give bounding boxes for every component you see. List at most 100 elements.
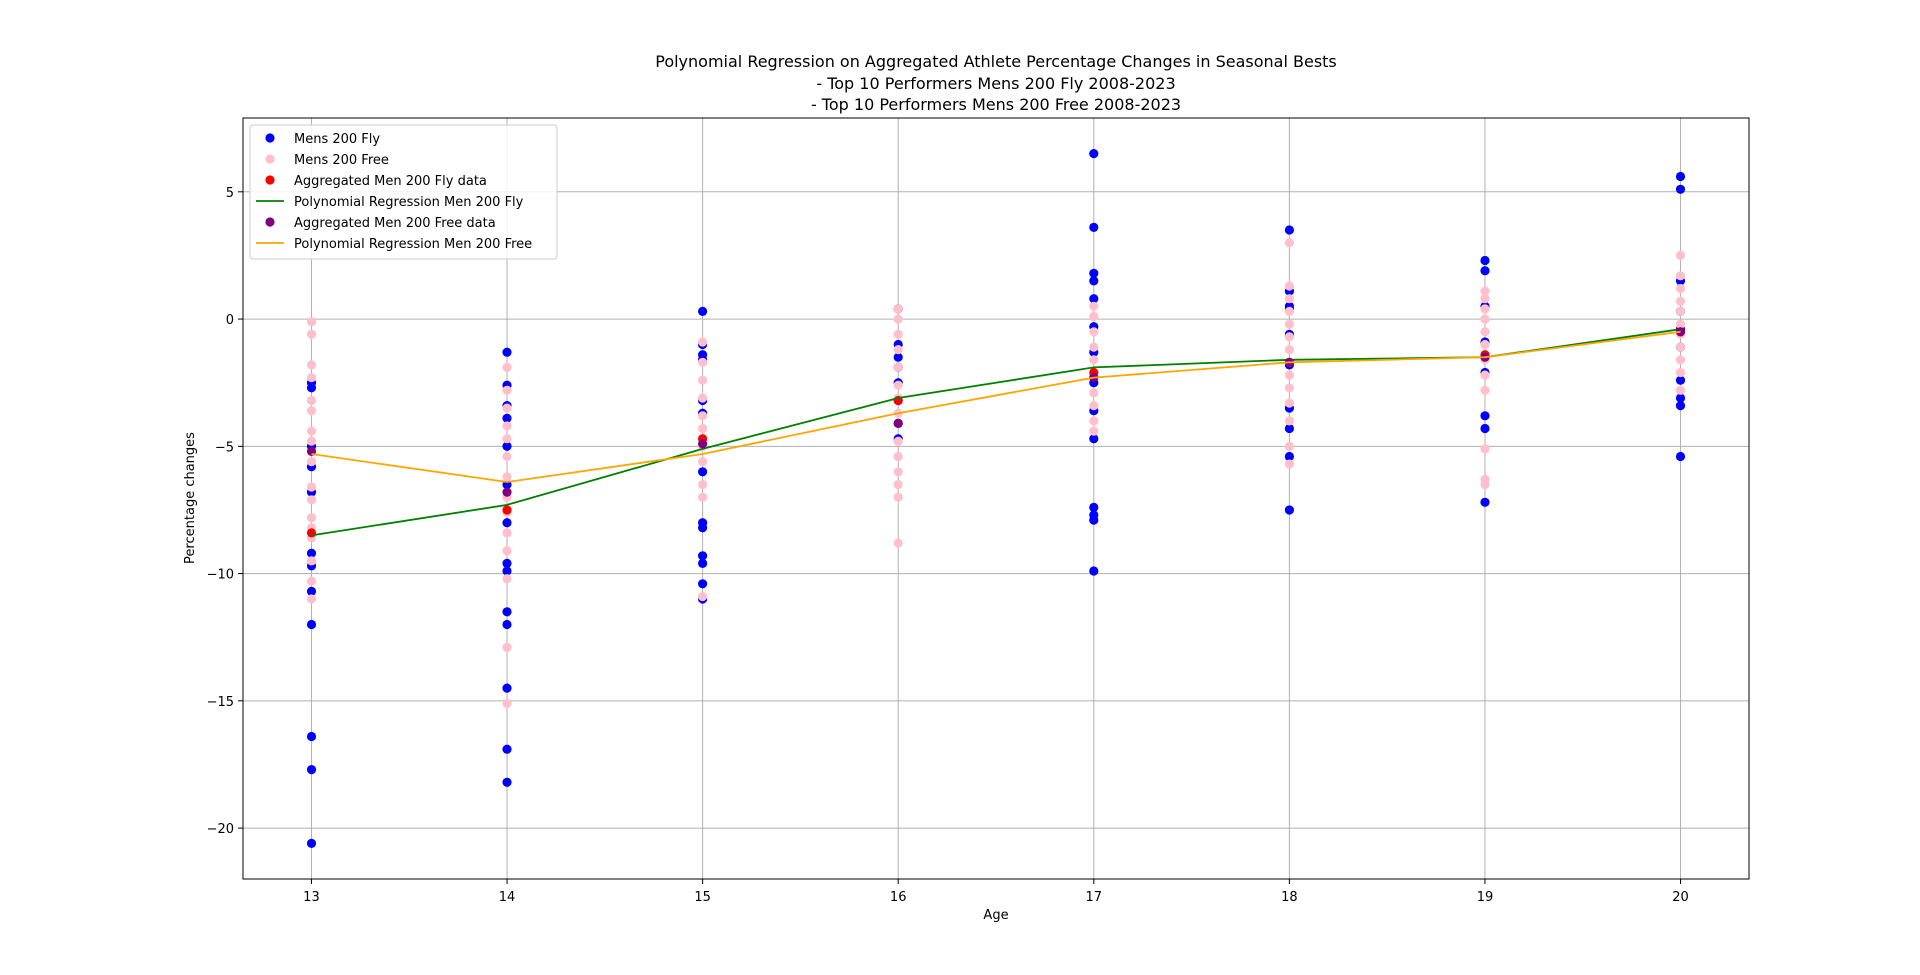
data-point xyxy=(502,421,512,431)
x-tick-label: 18 xyxy=(1281,890,1298,905)
data-point xyxy=(1675,451,1686,462)
data-point xyxy=(1675,355,1686,365)
data-point xyxy=(1480,314,1490,324)
data-point xyxy=(502,528,512,538)
data-point xyxy=(1480,423,1490,434)
data-point xyxy=(1480,294,1490,304)
data-point xyxy=(1675,171,1686,182)
data-point xyxy=(1284,451,1294,462)
data-point xyxy=(502,698,512,709)
data-point xyxy=(1284,345,1294,355)
data-point xyxy=(1089,294,1099,304)
data-point xyxy=(1480,497,1490,507)
data-point xyxy=(502,505,512,515)
data-point xyxy=(1284,423,1294,434)
data-point xyxy=(893,380,903,390)
data-point xyxy=(698,579,708,589)
data-point xyxy=(502,362,512,372)
data-point xyxy=(1675,375,1686,385)
legend-point-marker xyxy=(265,175,275,185)
data-point xyxy=(502,413,512,423)
data-point xyxy=(1089,276,1099,286)
data-point xyxy=(306,317,317,327)
data-point xyxy=(502,607,512,617)
data-point xyxy=(1480,385,1490,395)
y-tick-label: −5 xyxy=(215,440,234,455)
data-point xyxy=(1089,401,1099,411)
series-4 xyxy=(306,327,1686,497)
plot-frame xyxy=(242,117,1750,880)
x-tick-label: 13 xyxy=(303,890,320,905)
data-point xyxy=(306,395,317,406)
data-point xyxy=(1675,184,1686,194)
data-point xyxy=(1284,416,1294,426)
data-point xyxy=(1675,319,1686,329)
data-point xyxy=(1675,342,1686,352)
series-1 xyxy=(306,238,1686,709)
data-point xyxy=(502,385,512,395)
data-point xyxy=(306,838,317,849)
data-point xyxy=(306,513,317,523)
data-point xyxy=(502,434,512,444)
data-point xyxy=(502,777,512,787)
data-point xyxy=(698,518,708,528)
data-point xyxy=(698,411,708,421)
data-point xyxy=(502,642,512,653)
data-point xyxy=(1284,238,1294,248)
data-point xyxy=(1675,283,1686,294)
data-point xyxy=(1480,286,1490,296)
data-point xyxy=(1284,398,1294,408)
data-point xyxy=(698,551,708,561)
data-point xyxy=(306,373,317,383)
y-tick-label: 0 xyxy=(226,313,234,328)
data-point xyxy=(698,357,708,367)
data-point xyxy=(1284,505,1294,515)
x-tick-label: 15 xyxy=(694,890,711,905)
data-point xyxy=(1675,306,1686,316)
data-point xyxy=(502,574,512,584)
data-point xyxy=(698,457,708,467)
x-tick-label: 19 xyxy=(1477,890,1494,905)
y-tick-label: 5 xyxy=(226,186,234,201)
data-point xyxy=(698,591,708,602)
data-point xyxy=(1089,510,1099,520)
data-point xyxy=(1675,401,1686,411)
axis-ticks: 13 14 15 16 17 18 19 20 −20 −15 −10 −5 0 5 xyxy=(207,186,1689,905)
data-point xyxy=(1480,444,1490,454)
data-point xyxy=(502,403,512,413)
data-point xyxy=(1480,266,1490,276)
data-point xyxy=(1675,271,1686,281)
data-point xyxy=(698,492,708,502)
data-point xyxy=(306,548,317,558)
legend-point-marker xyxy=(265,154,275,164)
data-point xyxy=(698,479,708,490)
data-point xyxy=(306,426,317,436)
data-point xyxy=(893,329,903,339)
x-tick-label: 17 xyxy=(1086,890,1103,905)
data-point xyxy=(698,306,708,316)
data-point xyxy=(1284,459,1294,469)
data-point xyxy=(893,451,903,462)
data-point xyxy=(306,360,317,370)
data-point xyxy=(1480,255,1490,266)
data-point xyxy=(306,765,317,775)
plot-series xyxy=(306,149,1686,849)
data-point xyxy=(698,558,708,569)
data-point xyxy=(1089,342,1099,352)
regression-line xyxy=(311,330,1681,483)
data-point xyxy=(1089,222,1099,232)
data-point xyxy=(502,441,512,451)
data-point xyxy=(306,436,317,446)
data-point xyxy=(1675,393,1686,403)
legend-label: Polynomial Regression Men 200 Free xyxy=(294,237,532,252)
legend-point-marker xyxy=(265,217,275,227)
data-point xyxy=(1480,339,1490,350)
data-point xyxy=(1284,225,1294,235)
data-point xyxy=(306,594,317,604)
data-point xyxy=(1284,281,1294,291)
data-point xyxy=(1675,385,1686,395)
chart-title-line-1: Polynomial Regression on Aggregated Athl… xyxy=(655,52,1337,71)
data-point xyxy=(306,556,317,566)
data-point xyxy=(306,576,317,586)
